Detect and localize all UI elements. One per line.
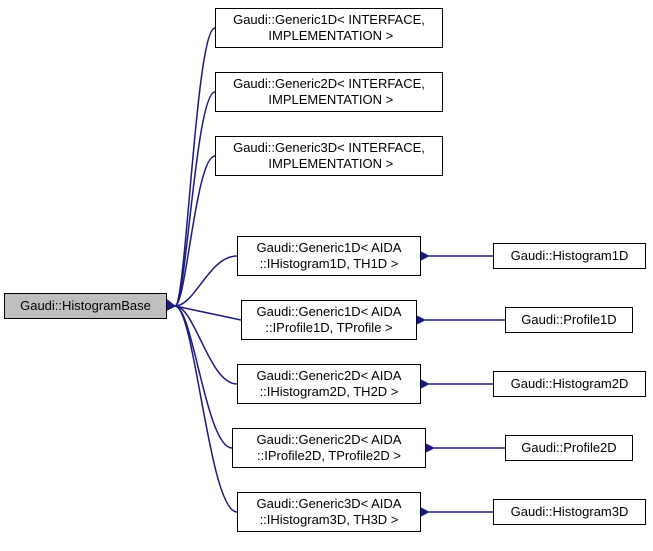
node-g2d_intf[interactable]: Gaudi::Generic2D< INTERFACE, IMPLEMENTAT… — [215, 72, 443, 112]
edge-g2d_intf-root — [175, 92, 215, 306]
node-label: Gaudi::Generic3D< AIDA ::IHistogram3D, T… — [257, 496, 402, 527]
node-label: Gaudi::Histogram3D — [511, 504, 629, 520]
node-g3d_h3d[interactable]: Gaudi::Generic3D< AIDA ::IHistogram3D, T… — [237, 492, 421, 532]
node-p2d[interactable]: Gaudi::Profile2D — [505, 435, 633, 461]
edge-g1d_intf-root — [175, 28, 215, 306]
node-h1d[interactable]: Gaudi::Histogram1D — [493, 243, 646, 269]
edge-g2d_h2d-root — [175, 306, 237, 384]
diagram-canvas: Gaudi::HistogramBase Gaudi::Generic1D< IN… — [0, 0, 653, 551]
node-h3d[interactable]: Gaudi::Histogram3D — [493, 499, 646, 525]
node-label: Gaudi::Histogram1D — [511, 248, 629, 264]
edge-g2d_p2d-root — [175, 306, 232, 448]
node-g3d_intf[interactable]: Gaudi::Generic3D< INTERFACE, IMPLEMENTAT… — [215, 136, 443, 176]
node-h2d[interactable]: Gaudi::Histogram2D — [493, 371, 646, 397]
node-label: Gaudi::Generic2D< INTERFACE, IMPLEMENTAT… — [233, 76, 425, 107]
node-label: Gaudi::Generic3D< INTERFACE, IMPLEMENTAT… — [233, 140, 425, 171]
node-label: Gaudi::Generic2D< AIDA ::IHistogram2D, T… — [257, 368, 402, 399]
edge-g3d_h3d-root — [175, 306, 237, 512]
node-root[interactable]: Gaudi::HistogramBase — [4, 293, 167, 319]
edge-g1d_h1d-root — [175, 256, 237, 306]
node-label: Gaudi::Generic1D< AIDA ::IProfile1D, TPr… — [257, 304, 402, 335]
node-g1d_intf[interactable]: Gaudi::Generic1D< INTERFACE, IMPLEMENTAT… — [215, 8, 443, 48]
node-label: Gaudi::Histogram2D — [511, 376, 629, 392]
node-p1d[interactable]: Gaudi::Profile1D — [505, 307, 633, 333]
node-label: Gaudi::Profile1D — [521, 312, 616, 328]
node-g1d_h1d[interactable]: Gaudi::Generic1D< AIDA ::IHistogram1D, T… — [237, 236, 421, 276]
node-g2d_p2d[interactable]: Gaudi::Generic2D< AIDA ::IProfile2D, TPr… — [232, 428, 426, 468]
edge-g1d_p1d-root — [175, 306, 241, 320]
node-label: Gaudi::Generic1D< AIDA ::IHistogram1D, T… — [257, 240, 402, 271]
node-g2d_h2d[interactable]: Gaudi::Generic2D< AIDA ::IHistogram2D, T… — [237, 364, 421, 404]
node-label: Gaudi::Profile2D — [521, 440, 616, 456]
node-g1d_p1d[interactable]: Gaudi::Generic1D< AIDA ::IProfile1D, TPr… — [241, 300, 417, 340]
node-label: Gaudi::Generic2D< AIDA ::IProfile2D, TPr… — [257, 432, 402, 463]
node-label: Gaudi::Generic1D< INTERFACE, IMPLEMENTAT… — [233, 12, 425, 43]
edge-g3d_intf-root — [175, 156, 215, 306]
node-label: Gaudi::HistogramBase — [20, 298, 151, 314]
